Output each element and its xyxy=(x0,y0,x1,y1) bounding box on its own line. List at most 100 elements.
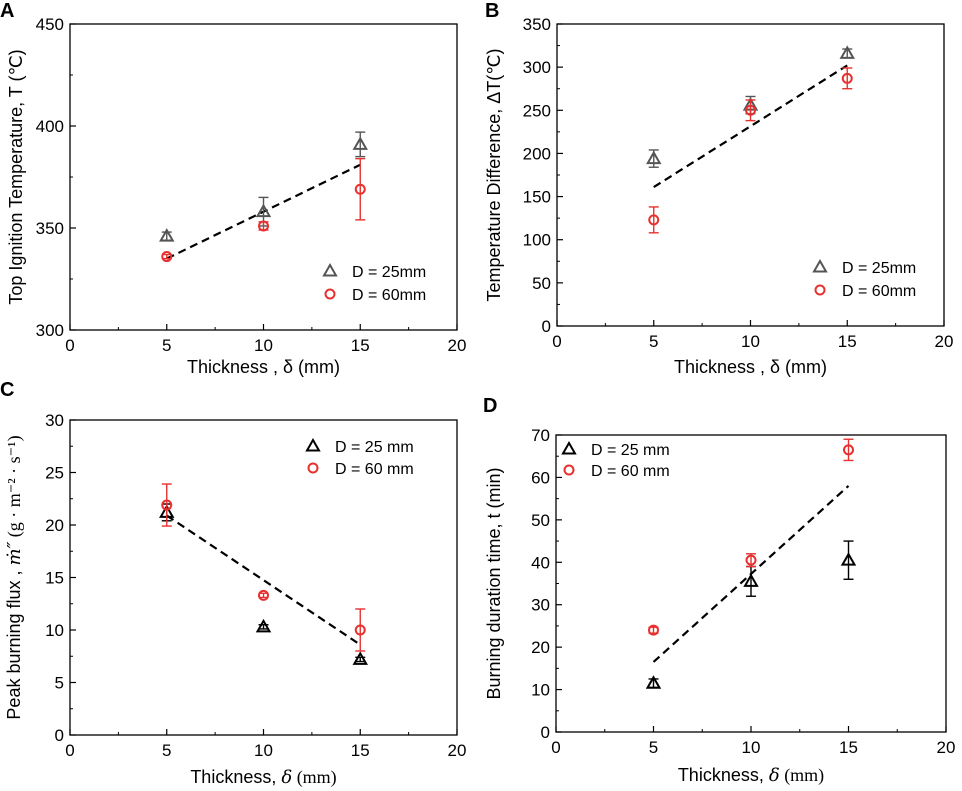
series-d25 xyxy=(159,503,368,665)
x-axis-title-text: Thickness, xyxy=(678,765,769,785)
y-tick-label: 100 xyxy=(523,231,551,250)
x-tick-label: 15 xyxy=(839,738,858,757)
y-axis-title-symbol: ṁ″ xyxy=(4,541,25,565)
y-tick-label: 200 xyxy=(523,144,551,163)
legend-label: D = 60mm xyxy=(842,283,916,300)
x-tick-label: 10 xyxy=(254,336,273,355)
y-tick-label: 0 xyxy=(55,726,64,745)
data-point-triangle xyxy=(159,228,175,242)
series-d25 xyxy=(645,540,857,689)
x-tick-label: 5 xyxy=(649,332,658,351)
y-tick-label: 0 xyxy=(542,317,551,336)
data-point-triangle xyxy=(255,203,272,218)
panel-c: C 0 5 10 15 20 0 5 10 15 20 25 30 Thickness, δ (mm) Pe… xyxy=(0,379,466,788)
data-point-circle xyxy=(258,220,269,232)
y-tick-label: 150 xyxy=(523,188,551,207)
panel-a: A 0 5 10 15 20 300 350 400 450 Thickness , δ (mm) T… xyxy=(0,0,466,377)
x-tick-label: 20 xyxy=(937,738,956,757)
plot-frame xyxy=(556,23,945,327)
y-tick-label: 20 xyxy=(531,638,550,657)
legend-marker-circle xyxy=(307,462,319,474)
y-tick-label: 70 xyxy=(531,426,550,445)
data-point-circle xyxy=(745,554,757,566)
y-tick-label: 300 xyxy=(36,321,64,340)
data-point-circle xyxy=(648,214,660,226)
legend-label: D = 60 mm xyxy=(335,461,414,478)
panel-d: D 0 5 10 15 20 0 10 20 30 40 50 60 70 Thickness, δ (mm… xyxy=(483,395,955,786)
y-axis-title: Peak burning flux , ṁ″ (g · m⁻² · s⁻¹) xyxy=(4,435,25,719)
y-tick-label: 350 xyxy=(36,219,64,238)
legend: D = 25mm D = 60mm xyxy=(812,258,916,300)
legend-label: D = 25mm xyxy=(842,260,916,277)
y-tick-label: 40 xyxy=(531,553,550,572)
legend-label: D = 25 mm xyxy=(591,442,670,459)
x-tick-label: 0 xyxy=(65,336,74,355)
y-tick-label: 300 xyxy=(523,58,551,77)
plot-frame xyxy=(69,23,458,331)
data-point-triangle xyxy=(645,675,662,689)
y-tick-label: 60 xyxy=(531,468,550,487)
y-axis-title: Top Ignition Temperature, T (℃) xyxy=(6,49,26,304)
y-tick-label: 30 xyxy=(45,411,64,430)
legend-marker-circle xyxy=(563,464,575,476)
fit-line xyxy=(653,64,848,189)
panel-letter: C xyxy=(0,379,14,401)
data-point-circle xyxy=(258,589,269,601)
data-point-triangle xyxy=(840,552,857,566)
y-tick-label: 50 xyxy=(532,274,551,293)
y-tick-label: 30 xyxy=(531,596,550,615)
data-point-circle xyxy=(745,104,756,116)
legend: D = 25 mm D = 60 mm xyxy=(561,440,670,480)
x-tick-label: 5 xyxy=(162,741,171,760)
data-point-triangle xyxy=(743,573,759,587)
legend-marker-circle xyxy=(814,284,826,296)
x-axis-title: Thickness, δ (mm) xyxy=(678,765,824,786)
data-point-circle xyxy=(354,624,366,636)
x-tick-label: 15 xyxy=(351,741,370,760)
series-d60 xyxy=(161,157,366,263)
x-axis-title-text: Thickness, xyxy=(190,767,281,787)
x-tick-label: 20 xyxy=(448,336,467,355)
y-tick-label: 10 xyxy=(45,621,64,640)
x-tick-label: 10 xyxy=(254,741,273,760)
y-tick-label: 250 xyxy=(523,101,551,120)
y-tick-label: 5 xyxy=(55,674,64,693)
x-tick-label: 20 xyxy=(448,741,467,760)
data-point-circle xyxy=(841,72,853,84)
x-tick-label: 10 xyxy=(742,738,761,757)
data-point-circle xyxy=(161,251,173,263)
y-tick-label: 15 xyxy=(45,569,64,588)
series-d60 xyxy=(648,67,853,234)
x-axis-title-symbol: δ xyxy=(769,765,780,786)
data-point-circle xyxy=(354,183,366,195)
y-axis-title-unit: (g · m⁻² · s⁻¹) xyxy=(4,435,25,541)
series-d60 xyxy=(161,483,366,652)
y-tick-label: 350 xyxy=(523,15,551,34)
x-axis-title: Thickness , δ (mm) xyxy=(187,357,340,377)
legend-marker-triangle xyxy=(305,437,321,452)
data-point-triangle xyxy=(255,618,272,633)
x-tick-label: 10 xyxy=(741,332,760,351)
data-point-triangle xyxy=(646,150,662,165)
panel-b: B0 5 10 15 20050100150200250300350Thickness … xyxy=(484,0,953,377)
x-tick-label: 20 xyxy=(935,332,954,351)
x-tick-label: 0 xyxy=(551,738,560,757)
legend: D = 25mm D = 60mm xyxy=(322,262,426,304)
panel-letter: A xyxy=(0,0,14,22)
y-axis-title-text: Peak burning flux , xyxy=(4,565,24,719)
x-tick-label: 5 xyxy=(649,738,658,757)
y-tick-label: 10 xyxy=(531,681,550,700)
legend-marker-circle xyxy=(324,288,336,300)
legend-label: D = 25mm xyxy=(352,264,426,281)
y-tick-label: 20 xyxy=(45,516,64,535)
legend-label: D = 25 mm xyxy=(335,439,414,456)
legend-marker-triangle xyxy=(812,258,828,273)
data-point-triangle xyxy=(352,136,368,150)
y-tick-label: 450 xyxy=(36,15,64,34)
data-point-triangle xyxy=(839,45,855,59)
data-point-triangle xyxy=(352,651,368,665)
y-axis-title: Temperature Difference, ΔT(℃) xyxy=(484,49,504,302)
y-tick-label: 0 xyxy=(541,723,550,742)
x-tick-label: 0 xyxy=(65,741,74,760)
